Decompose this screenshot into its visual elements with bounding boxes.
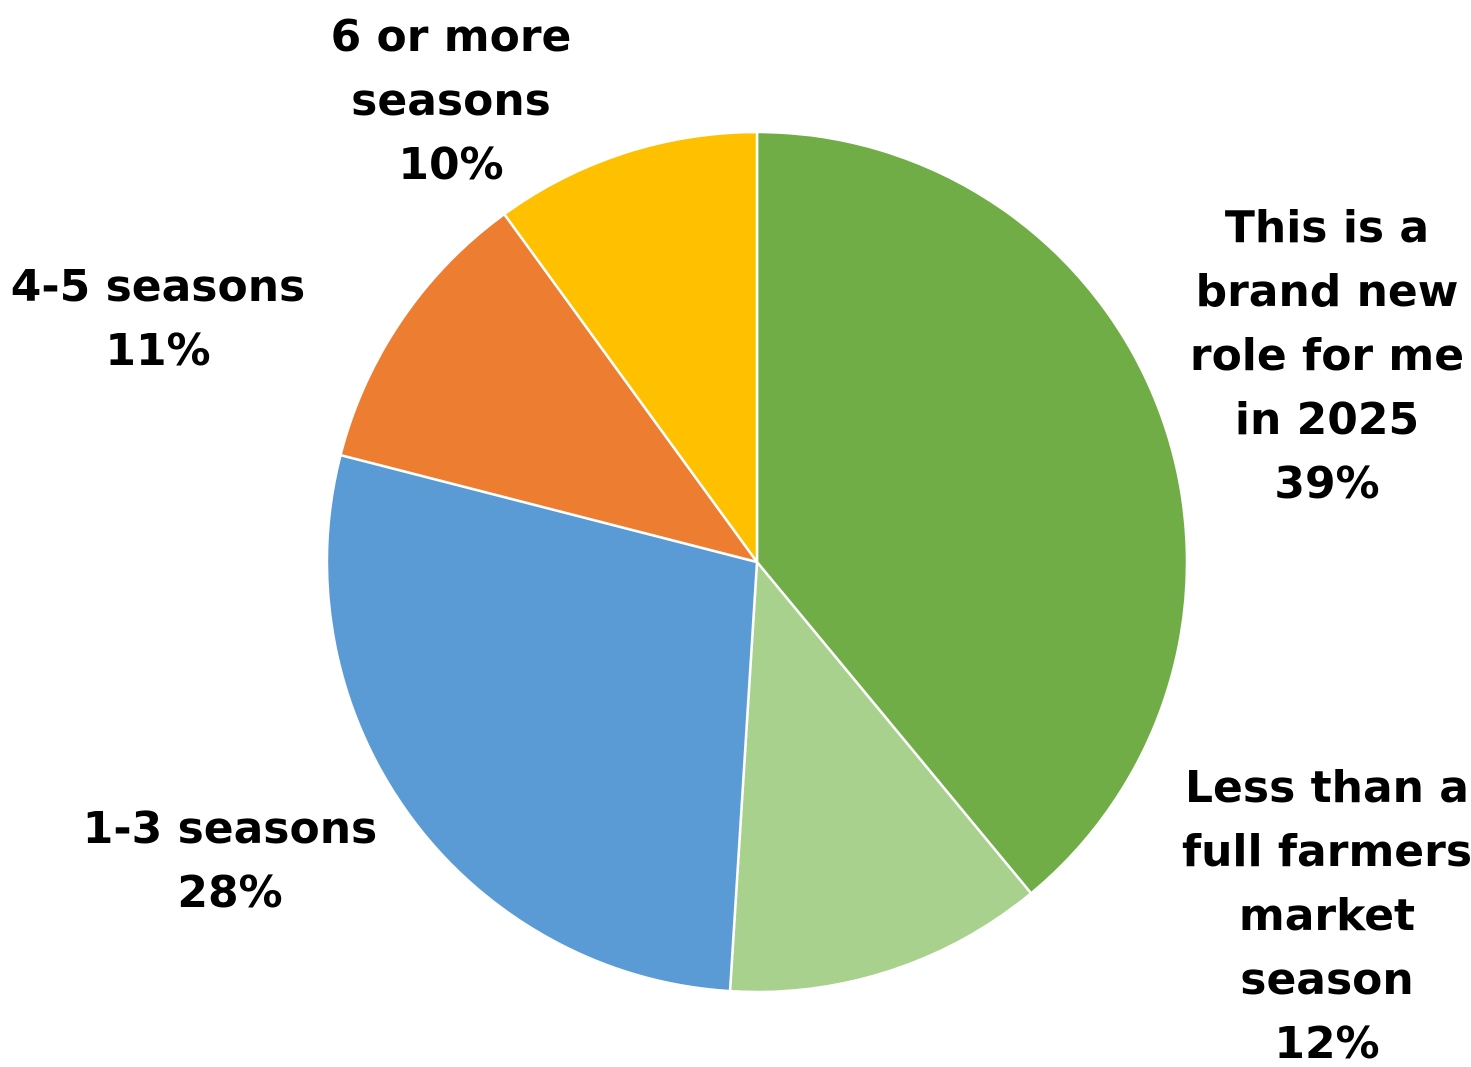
data-label-percent: 10% [398, 139, 503, 190]
pie-slice-2 [728, 558, 1033, 994]
data-label-category-line: 6 or more [331, 11, 572, 62]
data-label-category-line: market [1239, 890, 1415, 941]
pie-slice-4 [338, 212, 761, 565]
data-label-percent: 28% [177, 867, 282, 918]
pie-slice-5 [502, 130, 759, 566]
pie-labels: This is a brand new role for me in 2025 39% L… [11, 11, 1471, 1067]
data-label-category-line: Less than a [1185, 762, 1469, 813]
data-label-category-line: This is a [1225, 202, 1429, 253]
data-label-category-line: brand new [1196, 266, 1459, 317]
data-label-category-line: role for me [1190, 330, 1464, 381]
data-label-2: Less than a full farmers market season 12% [1182, 762, 1471, 1067]
pie-slice-1 [755, 130, 1189, 896]
pie-slice-3 [325, 453, 759, 993]
data-label-category-line: 1-3 seasons [83, 803, 377, 854]
pie-slices [325, 130, 1189, 994]
data-label-percent: 11% [105, 325, 210, 376]
data-label-1: This is a brand new role for me in 2025 39% [1190, 202, 1464, 509]
data-label-3: 1-3 seasons 28% [83, 803, 377, 918]
data-label-category-line: seasons [351, 75, 551, 126]
data-label-category-line: season [1240, 954, 1413, 1005]
data-label-percent: 39% [1274, 458, 1379, 509]
data-label-category-line: in 2025 [1235, 394, 1419, 445]
data-label-category-line: 4-5 seasons [11, 261, 305, 312]
data-label-category-line: full farmers [1182, 826, 1471, 877]
data-label-percent: 12% [1274, 1018, 1379, 1067]
data-label-4: 4-5 seasons 11% [11, 261, 305, 376]
data-label-5: 6 or more seasons 10% [331, 11, 572, 190]
